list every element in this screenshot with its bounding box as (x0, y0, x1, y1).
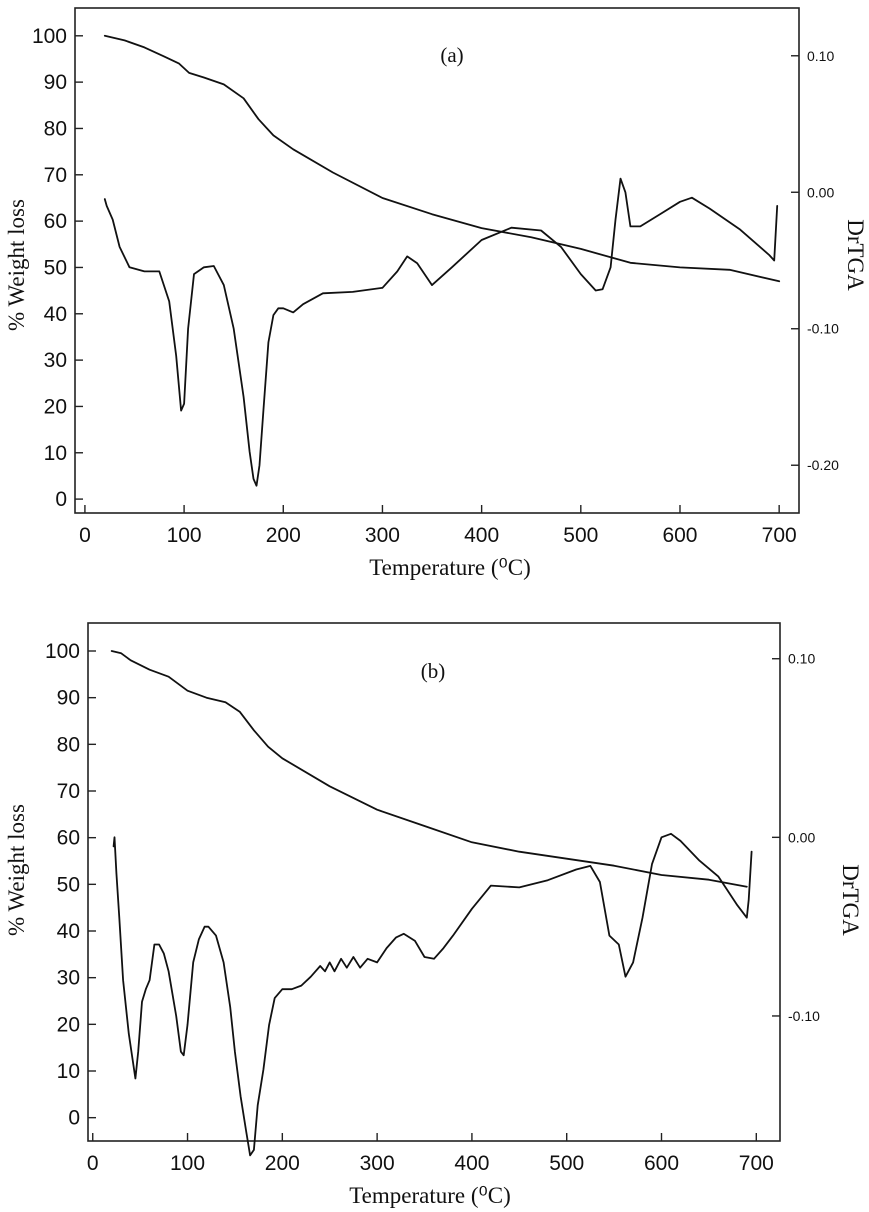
y2-tick-label-b-0: 0.10 (788, 651, 815, 667)
y2-tick-label-a-0: 0.10 (807, 48, 834, 64)
right-ticks-a: 0.10 0.00 -0.10 -0.20 (791, 48, 839, 473)
y-axis-title-a: % Weight loss (4, 199, 29, 331)
drtga-curve-b (112, 832, 753, 1157)
x-axis-title-a: Temperature (⁰C) (369, 555, 531, 580)
x-tick-label-a-2: 200 (266, 524, 301, 547)
y-tick-label-b-3: 30 (57, 967, 80, 990)
x-tick-label-b-4: 400 (454, 1152, 489, 1175)
x-tick-label-b-3: 300 (360, 1152, 395, 1175)
y2-tick-label-b-2: -0.10 (788, 1008, 820, 1024)
drtga-curve-a (103, 177, 779, 487)
x-tick-label-a-5: 500 (563, 524, 598, 547)
y-tick-label-a-2: 20 (44, 395, 67, 418)
left-ticks-b: 0 10 20 30 40 50 60 70 80 90 100 (45, 640, 96, 1130)
y-tick-label-b-9: 90 (57, 687, 80, 710)
y-tick-label-a-3: 30 (44, 349, 67, 372)
y-tick-label-b-2: 20 (57, 1013, 80, 1036)
bottom-ticks-a: 0 100 200 300 400 500 600 700 (79, 505, 797, 547)
y-axis-title-b: % Weight loss (4, 804, 29, 936)
panel-b: 0 10 20 30 40 50 60 70 80 90 100 0.10 0.00 -0.10 0 10… (4, 622, 863, 1208)
y-tick-label-b-5: 50 (57, 873, 80, 896)
y-tick-label-a-1: 10 (44, 442, 67, 465)
y2-tick-label-a-3: -0.20 (807, 457, 839, 473)
x-tick-label-b-7: 700 (739, 1152, 774, 1175)
y2-tick-label-a-1: 0.00 (807, 184, 834, 200)
x-tick-label-a-6: 600 (662, 524, 697, 547)
plot-frame-b (87, 622, 781, 1142)
y-tick-label-a-4: 40 (44, 303, 67, 326)
x-axis-title-b: Temperature (⁰C) (349, 1183, 511, 1208)
panel-label-a: (a) (440, 43, 463, 67)
tga-curve-b (110, 650, 748, 888)
y-tick-label-b-0: 0 (68, 1107, 80, 1130)
x-tick-label-a-4: 400 (464, 524, 499, 547)
y-tick-label-a-7: 70 (44, 164, 67, 187)
bottom-ticks-b: 0 100 200 300 400 500 600 700 (87, 1133, 774, 1175)
tga-curve-a (103, 34, 781, 283)
y-tick-label-a-9: 90 (44, 71, 67, 94)
x-tick-label-a-1: 100 (167, 524, 202, 547)
x-tick-label-b-1: 100 (170, 1152, 205, 1175)
y-tick-label-a-8: 80 (44, 117, 67, 140)
x-tick-label-a-0: 0 (79, 524, 91, 547)
y2-tick-label-a-2: -0.10 (807, 321, 839, 337)
plot-frame-a (74, 7, 800, 514)
y2-axis-title-b: DrTGA (838, 864, 863, 936)
y-tick-label-a-0: 0 (55, 488, 67, 511)
y-tick-label-b-7: 70 (57, 780, 80, 803)
x-tick-label-a-3: 300 (365, 524, 400, 547)
y-tick-label-b-1: 10 (57, 1060, 80, 1083)
y-tick-label-b-4: 40 (57, 920, 80, 943)
y2-tick-label-b-1: 0.00 (788, 829, 815, 845)
y2-axis-title-a: DrTGA (843, 219, 868, 291)
right-ticks-b: 0.10 0.00 -0.10 (772, 651, 820, 1024)
y-tick-label-a-5: 50 (44, 256, 67, 279)
x-tick-label-b-6: 600 (644, 1152, 679, 1175)
y-tick-label-b-8: 80 (57, 733, 80, 756)
x-tick-label-b-5: 500 (549, 1152, 584, 1175)
x-tick-label-b-2: 200 (265, 1152, 300, 1175)
y-tick-label-a-10: 100 (32, 25, 67, 48)
y-tick-label-b-10: 100 (45, 640, 80, 663)
x-tick-label-b-0: 0 (87, 1152, 99, 1175)
y-tick-label-b-6: 60 (57, 827, 80, 850)
x-tick-label-a-7: 700 (762, 524, 797, 547)
y-tick-label-a-6: 60 (44, 210, 67, 233)
panel-a: 0 10 20 30 40 50 60 70 80 90 100 0.10 0.00 -0.10 -0.2… (4, 7, 868, 580)
panel-label-b: (b) (421, 659, 446, 683)
left-ticks-a: 0 10 20 30 40 50 60 70 80 90 100 (32, 25, 83, 511)
